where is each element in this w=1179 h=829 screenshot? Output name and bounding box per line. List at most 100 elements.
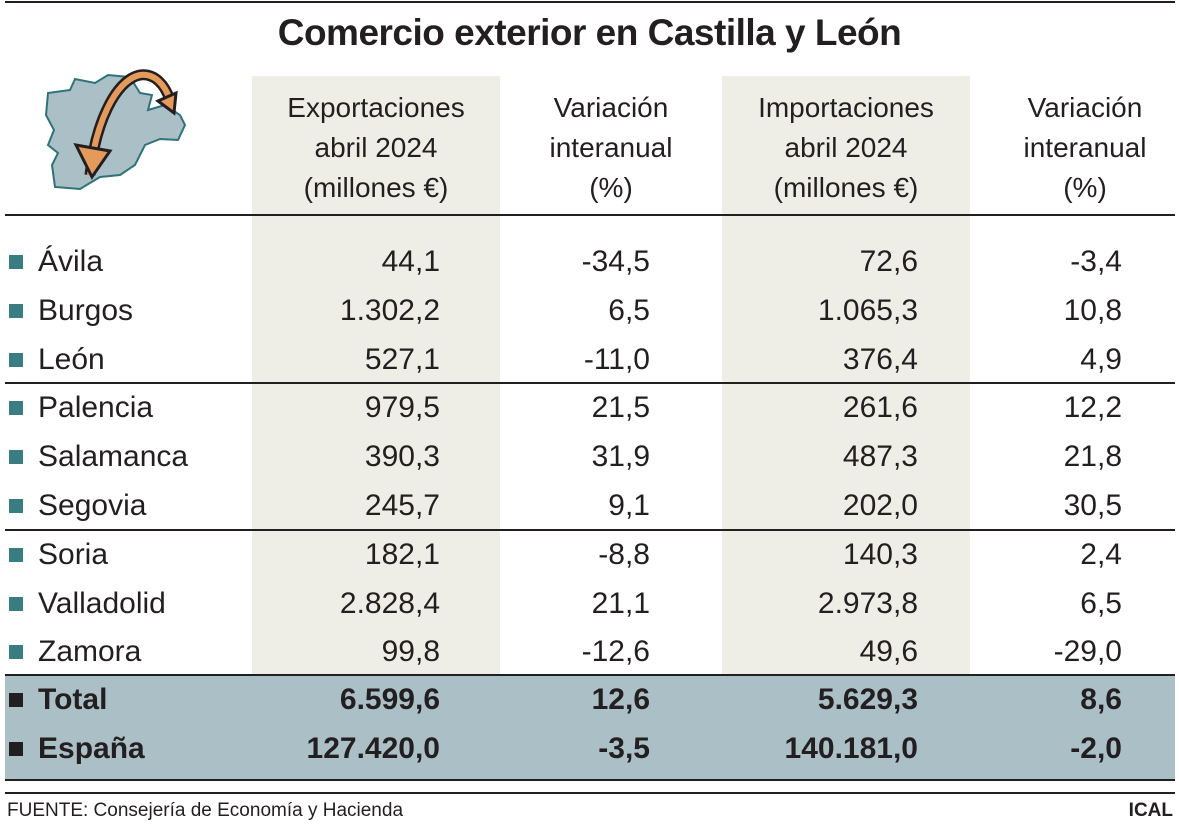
page-title: Comercio exterior en Castilla y León bbox=[277, 12, 902, 53]
bullet-square-icon bbox=[9, 693, 23, 707]
header-line: abril 2024 bbox=[784, 132, 908, 163]
table-cell: 30,5 bbox=[1063, 489, 1122, 522]
bullet-square-icon bbox=[9, 303, 23, 318]
row-label: Burgos bbox=[38, 293, 134, 327]
table-cell: 21,5 bbox=[591, 391, 650, 425]
row-label: Zamora bbox=[38, 635, 142, 669]
table-row: Soria 182,1 -8,8 140,3 2,4 bbox=[0, 530, 1179, 579]
table-cell: 12,6 bbox=[591, 683, 650, 716]
table-cell: -34,5 bbox=[581, 245, 650, 278]
table-cell: 6,5 bbox=[608, 293, 650, 327]
row-label: Ávila bbox=[38, 245, 104, 278]
header-line: Importaciones bbox=[758, 92, 934, 123]
header-line: (millones €) bbox=[303, 172, 449, 203]
table-cell: 140.181,0 bbox=[784, 731, 918, 765]
header-line: Variación bbox=[553, 92, 669, 123]
table-cell: 99,8 bbox=[381, 635, 440, 669]
table-cell: 4,9 bbox=[1080, 342, 1122, 376]
row-label: Palencia bbox=[38, 391, 154, 425]
table-cell: 12,2 bbox=[1063, 391, 1122, 425]
bullet-square-icon bbox=[9, 645, 23, 660]
totals-background bbox=[5, 676, 1175, 780]
table-cell: 6.599,6 bbox=[339, 683, 440, 716]
group-rule bbox=[5, 382, 1175, 384]
table-cell: 140,3 bbox=[842, 537, 918, 571]
map-arrows-icon bbox=[44, 69, 187, 191]
table-row: Palencia 979,5 21,5 261,6 12,2 bbox=[0, 383, 1179, 432]
table-cell: 487,3 bbox=[842, 440, 918, 474]
top-rule bbox=[5, 1, 1175, 3]
header-imports: Importaciones abril 2024 (millones €) bbox=[722, 88, 970, 208]
footer-rule bbox=[5, 792, 1175, 794]
table-row: Salamanca 390,3 31,9 487,3 21,8 bbox=[0, 432, 1179, 481]
table-cell: 182,1 bbox=[364, 537, 440, 571]
table-cell: 261,6 bbox=[842, 391, 918, 425]
table-cell: 49,6 bbox=[859, 635, 918, 669]
total-row: Total 6.599,6 12,6 5.629,3 8,6 bbox=[0, 675, 1179, 724]
table-cell: 31,9 bbox=[591, 440, 650, 474]
table-row: León 527,1 -11,0 376,4 4,9 bbox=[0, 335, 1179, 384]
table-cell: 1.065,3 bbox=[817, 293, 918, 327]
bullet-square-icon bbox=[9, 401, 23, 416]
header-line: Exportaciones bbox=[287, 92, 465, 123]
imports-column-shade bbox=[722, 76, 970, 674]
table-cell: -3,5 bbox=[598, 731, 650, 765]
header-export-variation: Variación interanual (%) bbox=[500, 88, 722, 208]
total-row: España 127.420,0 -3,5 140.181,0 -2,0 bbox=[0, 724, 1179, 773]
row-label: Valladolid bbox=[38, 586, 166, 620]
table-cell: 8,6 bbox=[1080, 683, 1122, 716]
row-label: Soria bbox=[38, 537, 109, 571]
bullet-square-icon bbox=[9, 547, 23, 562]
table-cell: 9,1 bbox=[608, 489, 650, 522]
table-cell: 1.302,2 bbox=[339, 293, 440, 327]
table-cell: 21,8 bbox=[1063, 440, 1122, 474]
row-label: Salamanca bbox=[38, 440, 189, 474]
table-cell: -11,0 bbox=[583, 342, 650, 376]
row-label: España bbox=[38, 731, 145, 765]
table-row: Ávila 44,1 -34,5 72,6 -3,4 bbox=[0, 237, 1179, 286]
row-label: Total bbox=[38, 683, 108, 716]
header-line: abril 2024 bbox=[314, 132, 438, 163]
table-cell: 21,1 bbox=[591, 586, 650, 620]
header-line: interanual bbox=[549, 132, 673, 163]
bullet-square-icon bbox=[9, 741, 23, 756]
table-cell: -12,6 bbox=[581, 635, 650, 669]
table-cell: -2,0 bbox=[1070, 731, 1122, 765]
bullet-square-icon bbox=[9, 352, 23, 367]
bullet-square-icon bbox=[9, 450, 23, 465]
header-rule bbox=[5, 214, 1175, 216]
bullet-square-icon bbox=[9, 596, 23, 611]
table-row: Segovia 245,7 9,1 202,0 30,5 bbox=[0, 481, 1179, 530]
table-cell: 2.828,4 bbox=[339, 586, 440, 620]
table-cell: 127.420,0 bbox=[306, 731, 440, 765]
table-cell: 2.973,8 bbox=[817, 586, 918, 620]
table-cell: 2,4 bbox=[1080, 537, 1122, 571]
bullet-square-icon bbox=[9, 499, 23, 513]
header-line: Variación bbox=[1027, 92, 1143, 123]
source-note: FUENTE: Consejería de Economía y Haciend… bbox=[7, 800, 404, 821]
group-rule bbox=[5, 529, 1175, 531]
table-cell: 390,3 bbox=[364, 440, 440, 474]
table-row: Burgos 1.302,2 6,5 1.065,3 10,8 bbox=[0, 286, 1179, 335]
table-cell: 6,5 bbox=[1080, 586, 1122, 620]
table-cell: 10,8 bbox=[1063, 293, 1122, 327]
totals-rule bbox=[5, 674, 1175, 676]
table-row: Zamora 99,8 -12,6 49,6 -29,0 bbox=[0, 627, 1179, 676]
row-label: León bbox=[38, 342, 105, 376]
table-cell: 979,5 bbox=[364, 391, 440, 425]
header-line: (%) bbox=[589, 172, 633, 203]
table-cell: -8,8 bbox=[598, 537, 650, 571]
table-cell: 376,4 bbox=[842, 342, 918, 376]
header-exports: Exportaciones abril 2024 (millones €) bbox=[252, 88, 500, 208]
table-cell: -29,0 bbox=[1053, 635, 1122, 669]
table-cell: 44,1 bbox=[381, 245, 440, 278]
table-cell: 202,0 bbox=[842, 489, 918, 522]
table-cell: 245,7 bbox=[364, 489, 440, 522]
bullet-square-icon bbox=[9, 255, 23, 269]
header-import-variation: Variación interanual (%) bbox=[970, 88, 1179, 208]
row-label: Segovia bbox=[38, 489, 147, 522]
table-cell: -3,4 bbox=[1070, 245, 1122, 278]
header-line: (millones €) bbox=[773, 172, 919, 203]
header-line: (%) bbox=[1063, 172, 1107, 203]
